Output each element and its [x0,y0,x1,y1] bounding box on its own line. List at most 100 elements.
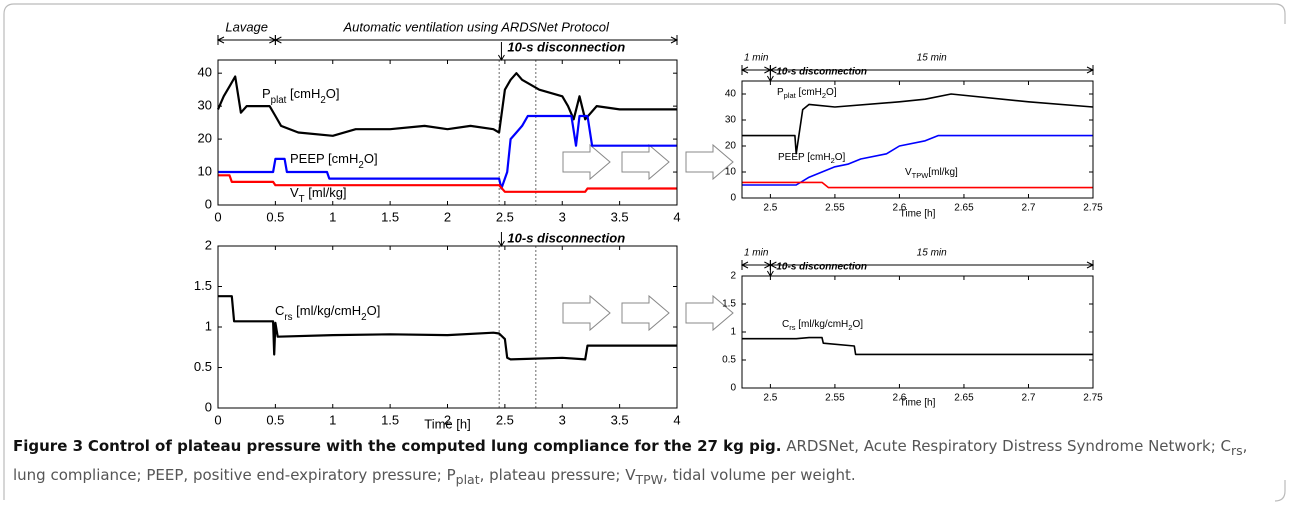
y-tick-label: 10 [198,163,212,178]
x-tick-label: 0.5 [266,412,284,427]
caption-text: ARDSNet, Acute Respiratory Distress Synd… [13,437,1247,487]
y-tick-label: 10 [725,167,737,178]
chart: 0 0.5 1 1.5 2 2.5 2.55 2.6 2.65 2.7 2.75 Time [h] 1 … [722,248,1103,409]
label-text: O] [367,303,381,318]
y-tick-label: 30 [198,98,212,113]
x-tick-label: 2.5 [763,393,777,404]
subscript: 2 [831,156,835,165]
series-label: Pplat [cmH2O] [777,87,837,101]
y-tick-label: 0.5 [722,355,736,366]
x-tick-label: 1 [329,209,336,224]
x-tick-label: 2.75 [1083,393,1103,404]
block-arrow [685,143,734,181]
y-tick-label: 40 [725,89,737,100]
span-label: 15 min [917,248,947,259]
x-tick-label: 2.75 [1083,203,1103,214]
disconnection-arrow [766,261,774,277]
y-tick-label: 0 [730,383,736,394]
x-tick-label: 2.5 [496,209,514,224]
x-tick-label: 1.5 [381,209,399,224]
series-label: VTPW[ml/kg] [905,167,958,181]
label-text: [ml/kg/cmH [293,303,362,318]
label-text: [ml/kg/cmH [795,319,848,330]
y-tick-label: 2 [730,271,736,282]
block-arrow [621,294,670,332]
x-axis-label: Time [h] [900,209,936,220]
series-label: PEEP [cmH2O] [290,151,378,171]
subscript: rs [789,323,795,332]
x-tick-label: 3 [559,209,566,224]
caption-text-part: , plateau pressure; V [479,466,636,484]
chart: 0 10 20 30 40 2.5 2.55 2.6 2.65 2.7 2.75 Time [h] 1 … [725,53,1103,220]
subscript: 2 [320,95,325,106]
figure-caption: Figure 3 Control of plateau pressure wit… [13,434,1273,492]
x-tick-label: 2 [444,412,451,427]
caption-text-part: , tidal volume per weight. [663,466,856,484]
data-line [218,295,677,361]
caption-subscript: rs [1231,443,1243,458]
x-tick-label: 3 [559,412,566,427]
label-text: C [275,303,284,318]
span-label: 15 min [917,53,947,64]
span-label: 1 min [744,248,769,259]
caption-subscript: TPW [635,472,664,487]
frame-corner [1274,480,1286,502]
block-arrow [562,294,611,332]
series-label: VT [ml/kg] [290,185,347,205]
x-tick-label: 3.5 [611,412,629,427]
caption-title: Control of plateau pressure with the com… [87,437,782,455]
label-text: O] [326,86,340,101]
data-line [216,72,677,137]
label-text: [ml/kg] [928,167,958,178]
data-line [742,181,1093,189]
disconnection-label: 10-s disconnection [776,67,867,78]
subscript: 2 [848,323,852,332]
caption-label: Figure 3 [13,437,84,455]
plot-frame [217,59,678,206]
data-line [742,134,1093,186]
span-label: Automatic ventilation using ARDSNet Prot… [342,19,610,34]
y-tick-label: 30 [725,115,737,126]
subscript: 2 [822,91,826,100]
series-label: PEEP [cmH2O] [778,152,846,166]
frame [3,3,1286,500]
x-tick-label: 0 [214,209,221,224]
x-tick-label: 0 [214,412,221,427]
subscript: 2 [361,312,366,323]
x-tick-label: 3.5 [611,209,629,224]
data-line [742,93,1094,155]
data-line [742,336,1093,356]
y-tick-label: 1.5 [194,278,212,293]
label-text: O] [852,319,863,330]
disconnection-label: 10-s disconnection [507,230,625,245]
caption-text-part: ARDSNet, Acute Respiratory Distress Synd… [781,437,1232,455]
block-arrow [621,143,670,181]
y-tick-label: 20 [198,131,212,146]
x-tick-label: 4 [673,412,680,427]
disconnection-arrow [498,42,505,61]
disconnection-label: 10-s disconnection [507,39,625,54]
plot-frame [741,275,1094,389]
y-tick-label: 2 [205,237,212,252]
x-axis-label: Time [h] [900,398,936,409]
x-tick-label: 4 [673,209,680,224]
x-tick-label: 2.6 [892,203,906,214]
disconnection-label: 10-s disconnection [776,262,867,273]
plot-frame [741,80,1094,199]
label-text: C [782,319,789,330]
label-text: O] [826,87,837,98]
span-label: Lavage [225,19,268,34]
chart: 0 10 20 30 40 0 0.5 1 1.5 2 2.5 3 3.5 4 Lavage Automati… [198,19,681,224]
y-tick-label: 1.5 [722,299,736,310]
label-text: P [777,87,784,98]
y-tick-label: 0 [205,399,212,414]
label-text: PEEP [cmH [290,151,358,166]
y-tick-label: 20 [725,141,737,152]
y-tick-label: 40 [198,65,212,80]
disconnection-arrow [498,232,505,247]
subscript: rs [284,312,292,323]
disconnection-arrow [766,66,774,82]
label-text: O] [364,151,378,166]
